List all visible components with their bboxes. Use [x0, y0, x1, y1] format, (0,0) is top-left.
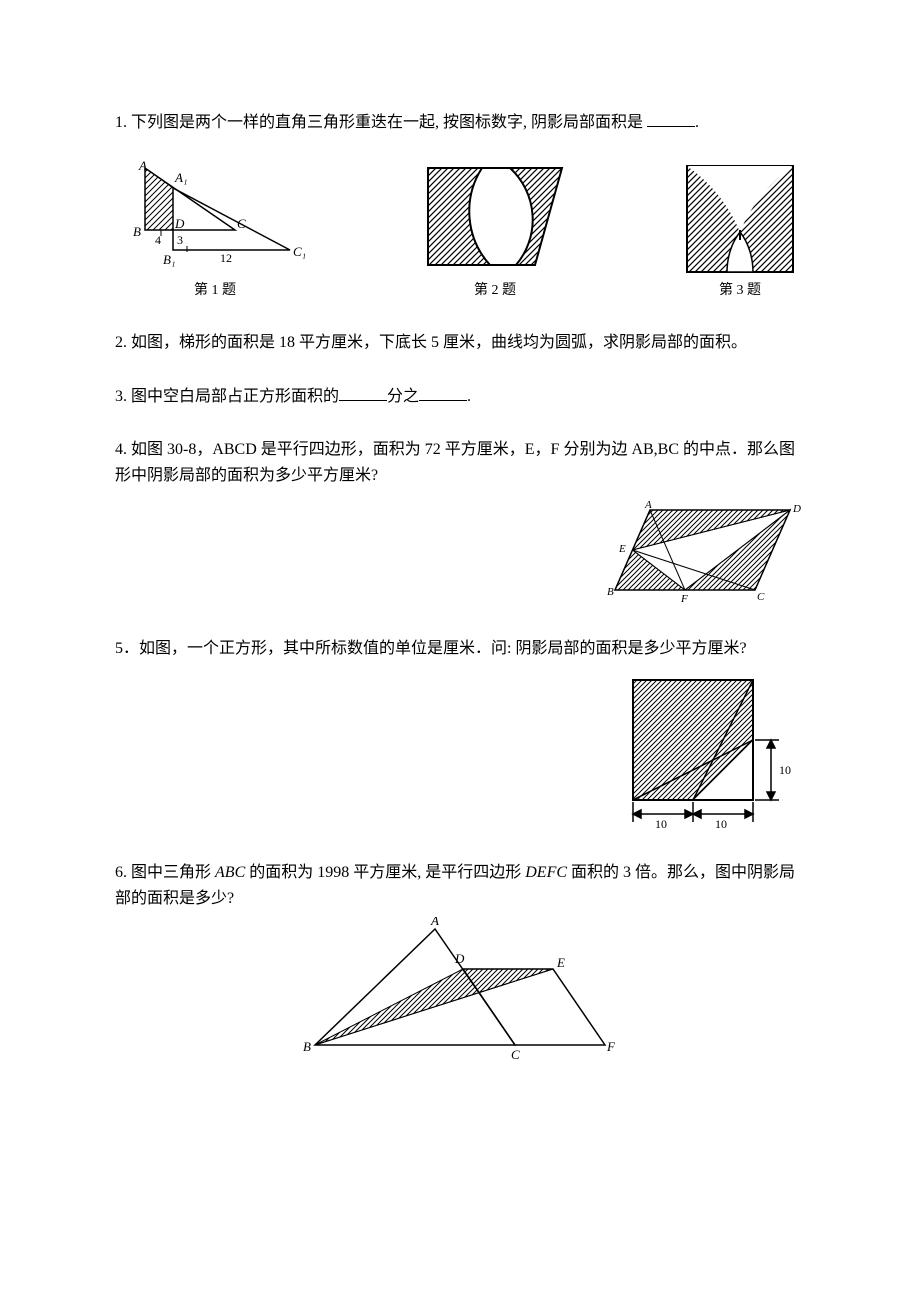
svg-text:A: A — [644, 499, 652, 511]
svg-text:C: C — [511, 1047, 520, 1062]
question-5: 5．如图，一个正方形，其中所标数值的单位是厘米．问: 阴影局部的面积是多少平方厘… — [115, 636, 805, 832]
caption-3: 第 3 题 — [719, 280, 761, 302]
svg-text:A₁: A₁ — [174, 170, 187, 185]
figure-4: A D B C E F — [115, 498, 805, 608]
q1-text-b: . — [695, 114, 699, 131]
q3-text-a: 3. 图中空白局部占正方形面积的 — [115, 388, 339, 405]
svg-text:10: 10 — [779, 763, 791, 777]
svg-text:B₁: B₁ — [163, 252, 175, 267]
svg-text:C: C — [757, 591, 765, 603]
q2-text: 2. 如图，梯形的面积是 18 平方厘米，下底长 5 厘米，曲线均为圆弧，求阴影… — [115, 334, 747, 351]
svg-text:3: 3 — [177, 233, 183, 247]
figure-6: A B C D E F — [115, 917, 805, 1067]
svg-text:4: 4 — [155, 233, 161, 247]
svg-text:F: F — [606, 1039, 616, 1054]
svg-text:A: A — [138, 160, 147, 173]
svg-text:D: D — [174, 216, 185, 231]
q4-text: 4. 如图 30-8，ABCD 是平行四边形，面积为 72 平方厘米，E，F 分… — [115, 437, 805, 488]
figure-5: 10 10 10 — [115, 672, 805, 832]
svg-text:E: E — [618, 543, 626, 555]
figure-row-1: A A₁ B D C B₁ C₁ 4 3 12 第 1 题 — [115, 160, 805, 302]
svg-text:F: F — [680, 593, 688, 605]
question-6: 6. 图中三角形 ABC 的面积为 1998 平方厘米, 是平行四边形 DEFC… — [115, 860, 805, 1067]
figure-1: A A₁ B D C B₁ C₁ 4 3 12 第 1 题 — [115, 160, 315, 302]
question-3: 3. 图中空白局部占正方形面积的 分之. — [115, 384, 805, 410]
figure-3: 第 3 题 — [675, 160, 805, 302]
caption-2: 第 2 题 — [474, 280, 516, 302]
svg-text:B: B — [303, 1039, 311, 1054]
svg-text:D: D — [454, 951, 465, 966]
question-2: 2. 如图，梯形的面积是 18 平方厘米，下底长 5 厘米，曲线均为圆弧，求阴影… — [115, 330, 805, 356]
svg-text:C₁: C₁ — [293, 244, 306, 259]
q6-text: 6. 图中三角形 ABC 的面积为 1998 平方厘米, 是平行四边形 DEFC… — [115, 860, 805, 911]
svg-text:B: B — [607, 586, 614, 598]
q5-text: 5．如图，一个正方形，其中所标数值的单位是厘米．问: 阴影局部的面积是多少平方厘… — [115, 636, 805, 662]
svg-text:A: A — [430, 917, 439, 928]
q1-text-a: 1. 下列图是两个一样的直角三角形重迭在一起, 按图标数字, 阴影局部面积是 — [115, 114, 643, 131]
question-4: 4. 如图 30-8，ABCD 是平行四边形，面积为 72 平方厘米，E，F 分… — [115, 437, 805, 608]
svg-text:C: C — [237, 216, 246, 231]
q3-blank-1 — [339, 384, 387, 401]
question-1: 1. 下列图是两个一样的直角三角形重迭在一起, 按图标数字, 阴影局部面积是 . — [115, 110, 805, 302]
caption-1: 第 1 题 — [194, 280, 236, 302]
svg-text:10: 10 — [715, 817, 727, 831]
q3-text-c: . — [467, 388, 471, 405]
svg-text:12: 12 — [220, 251, 232, 265]
svg-text:10: 10 — [655, 817, 667, 831]
svg-text:D: D — [792, 503, 801, 515]
svg-text:B: B — [133, 224, 141, 239]
svg-text:E: E — [556, 955, 565, 970]
figure-2: 第 2 题 — [410, 160, 580, 302]
q3-blank-2 — [419, 384, 467, 401]
q1-blank — [647, 110, 695, 127]
q3-text-b: 分之 — [387, 388, 419, 405]
